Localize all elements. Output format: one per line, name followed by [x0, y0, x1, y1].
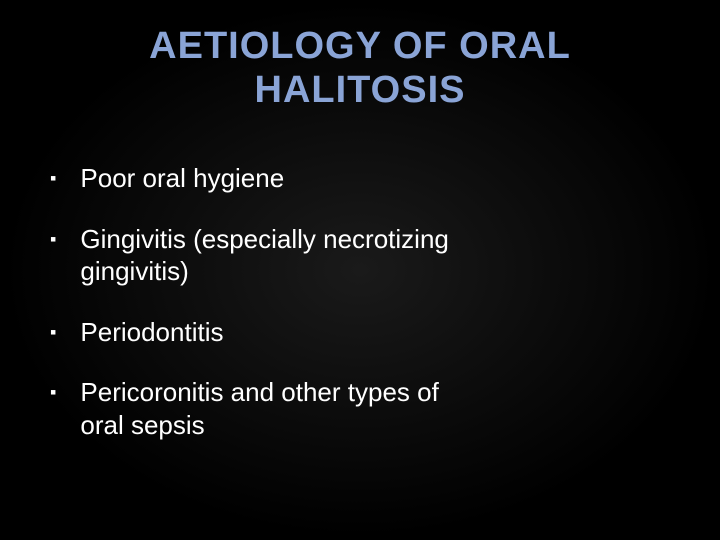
slide-container: AETIOLOGY OF ORAL HALITOSIS ▪ Poor oral …	[0, 0, 720, 540]
bullet-icon: ▪	[50, 322, 56, 343]
bullet-icon: ▪	[50, 382, 56, 403]
list-item: ▪ Pericoronitis and other types of oral …	[50, 376, 680, 441]
bullet-text: Periodontitis	[80, 316, 223, 349]
bullet-icon: ▪	[50, 229, 56, 250]
list-item: ▪ Periodontitis	[50, 316, 680, 349]
slide-title: AETIOLOGY OF ORAL HALITOSIS	[40, 25, 680, 112]
list-item: ▪ Gingivitis (especially necrotizing gin…	[50, 223, 680, 288]
bullet-text: Pericoronitis and other types of oral se…	[80, 376, 460, 441]
bullet-text: Poor oral hygiene	[80, 162, 284, 195]
bullet-text: Gingivitis (especially necrotizing gingi…	[80, 223, 460, 288]
bullet-icon: ▪	[50, 168, 56, 189]
list-item: ▪ Poor oral hygiene	[50, 162, 680, 195]
bullet-list: ▪ Poor oral hygiene ▪ Gingivitis (especi…	[40, 162, 680, 441]
